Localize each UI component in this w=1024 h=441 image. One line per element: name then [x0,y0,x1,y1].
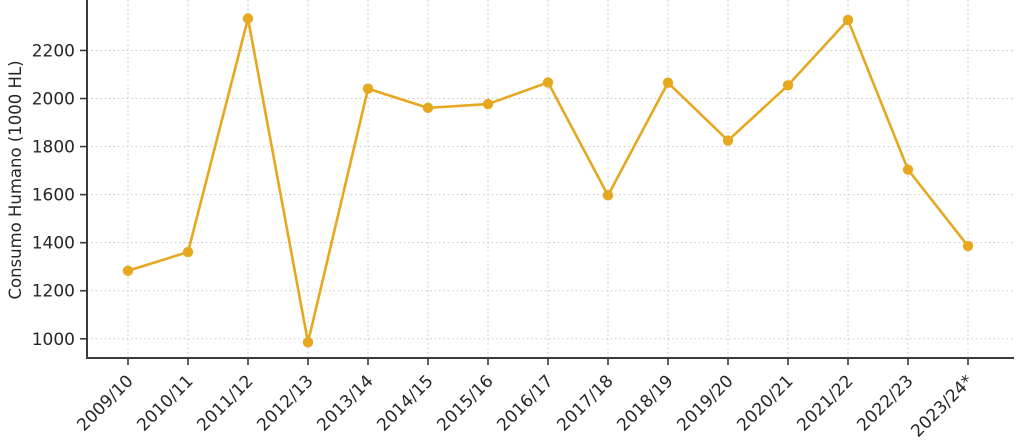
x-tick-label: 2012/13 [253,371,317,435]
data-point-marker [782,80,794,91]
y-axis-label: Consumo Humano (1000 HL) [6,60,25,299]
x-tick-label: 2009/10 [73,371,137,435]
data-point-marker [602,190,614,201]
data-point-marker [182,246,194,258]
x-tick-label: 2011/12 [193,371,257,435]
y-tick-label: 1800 [32,138,75,158]
data-point-marker [902,164,914,175]
y-tick-label: 1200 [32,282,75,302]
data-point-marker [662,77,674,88]
x-tick-label: 2013/14 [313,371,377,435]
y-tick-label: 2200 [32,41,75,61]
data-point-marker [542,77,554,88]
x-tick-label: 2021/22 [793,371,857,435]
axes [86,0,1014,359]
y-tick-labels: 1000 1200 1400 1600 1800 2000 2200 [32,41,75,349]
x-tick-label: 2015/16 [433,371,497,435]
data-point-marker [122,265,134,276]
y-tick-label: 2000 [32,90,75,110]
x-tick-label: 2014/15 [373,371,437,435]
x-tick-label: 2010/11 [133,371,197,435]
y-tick-label: 1000 [32,330,75,350]
x-tick-label: 2020/21 [733,371,797,435]
grid-lines [87,0,1014,358]
x-tick-labels: 2009/102010/112011/122012/132013/142014/… [73,371,977,441]
data-point-marker [842,14,854,26]
data-point-marker [422,102,434,114]
data-point-marker [242,13,254,24]
x-tick-label: 2017/18 [553,371,617,435]
x-tick-label: 2023/24* [907,371,977,437]
data-point-marker [362,83,374,94]
data-series [122,13,974,348]
x-tick-label: 2019/20 [673,371,737,435]
data-point-marker [722,135,734,146]
data-point-marker [962,240,974,252]
y-tick-label: 1400 [32,234,75,254]
tick-marks [80,49,969,365]
data-point-marker [302,337,314,348]
data-point-marker [482,98,494,110]
x-tick-label: 2018/19 [613,371,677,435]
y-tick-label: 1600 [32,186,75,206]
x-tick-label: 2016/17 [493,371,557,435]
